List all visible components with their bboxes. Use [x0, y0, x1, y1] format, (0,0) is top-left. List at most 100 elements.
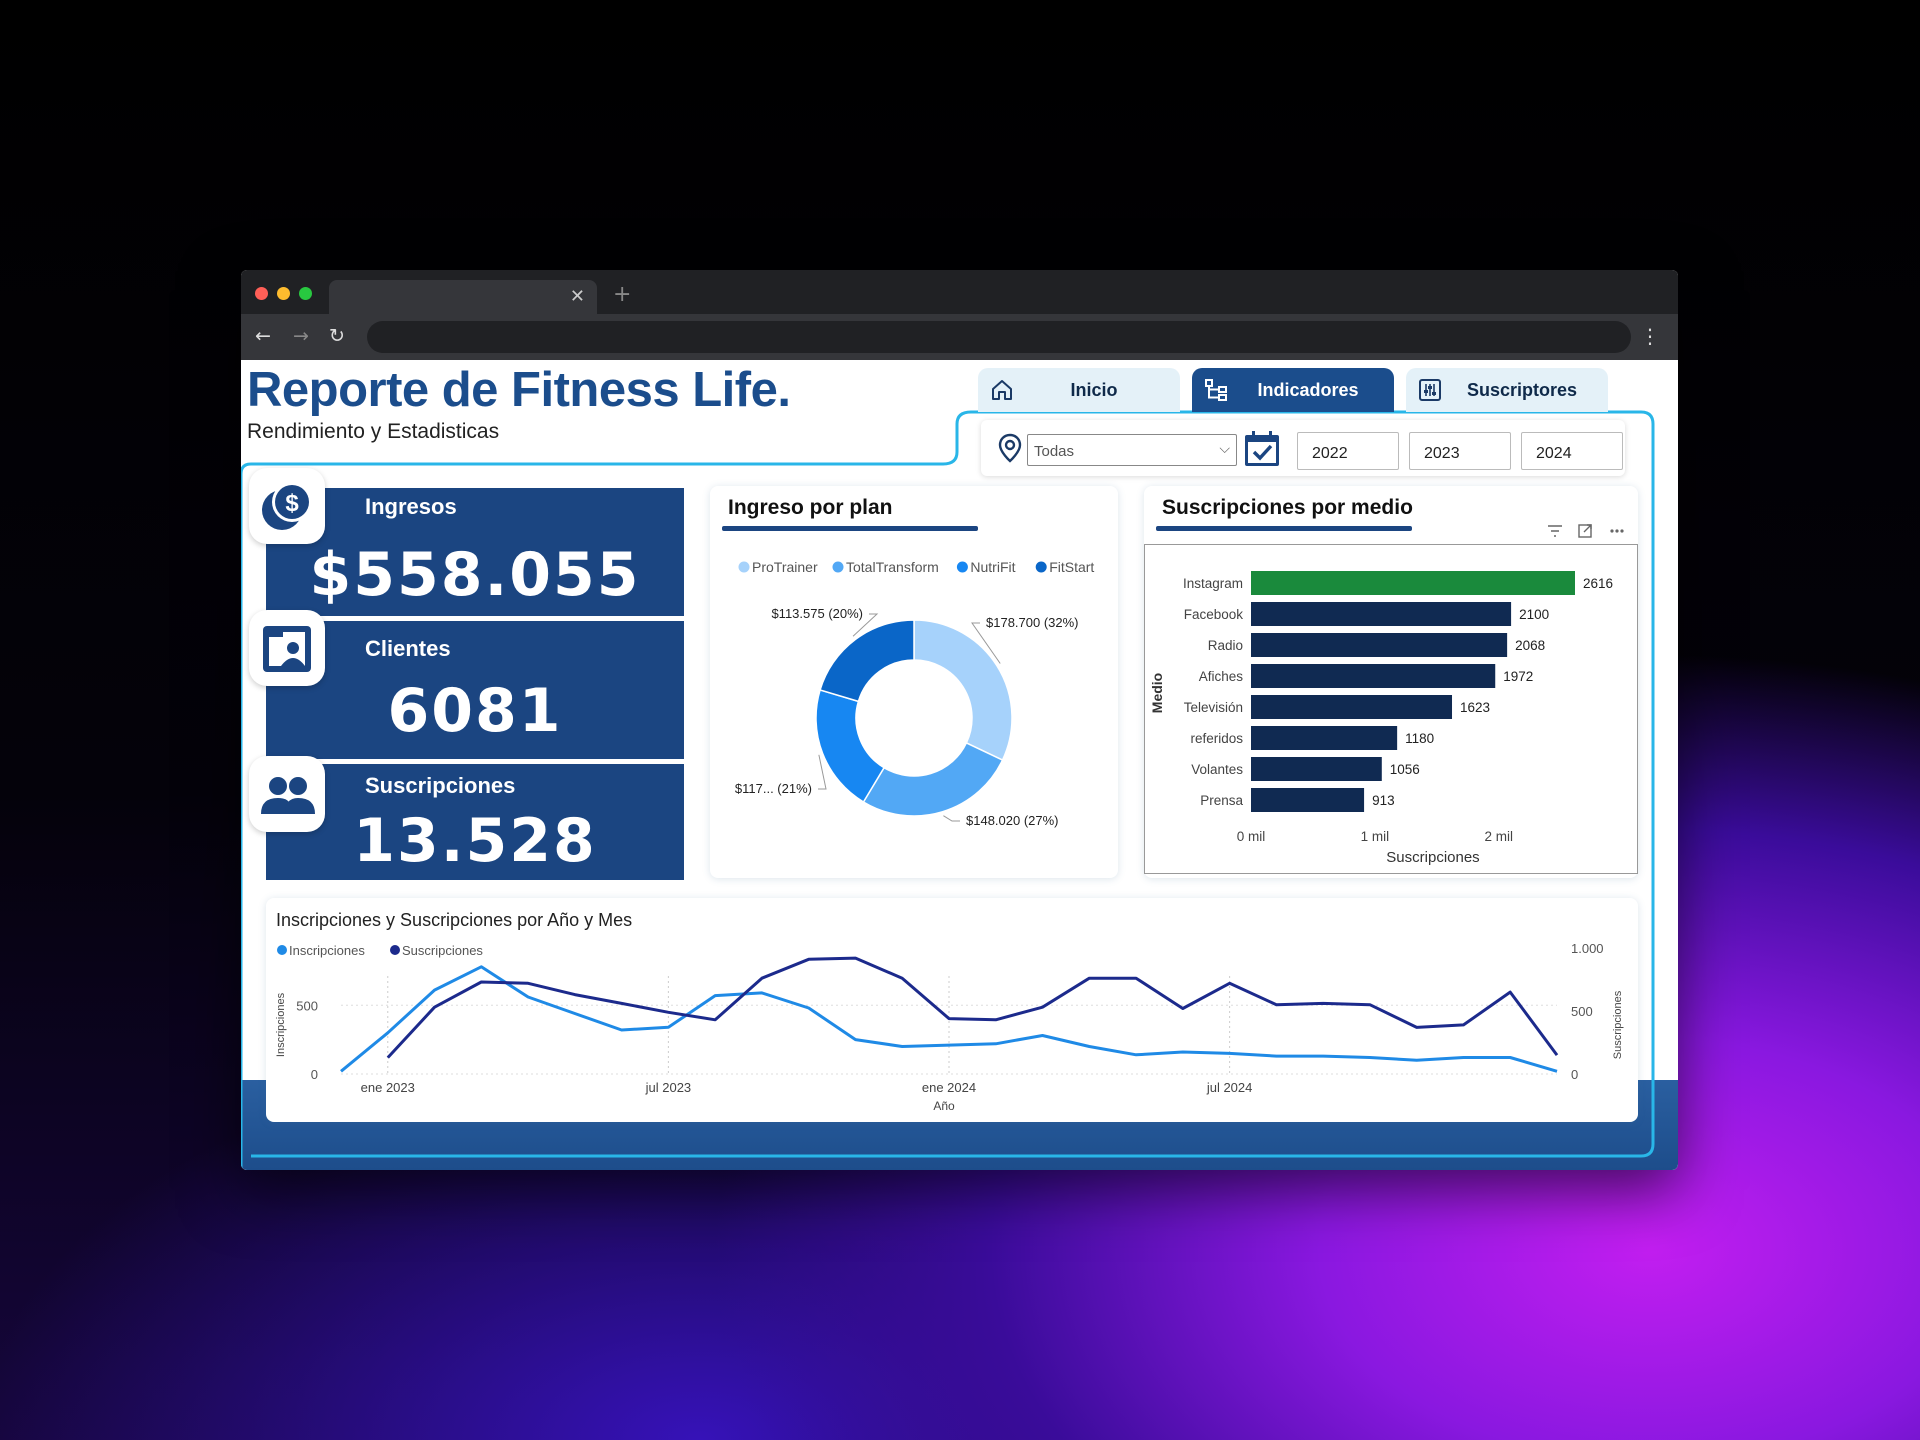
bar-value-label: 2616	[1583, 576, 1613, 591]
donut-leader-line	[852, 613, 879, 637]
line-y2-axis-title: Suscripciones	[1612, 990, 1624, 1059]
donut-leader-line	[943, 815, 960, 822]
bar-value-label: 1180	[1405, 731, 1434, 746]
kpi-clientes-title: Clientes	[365, 636, 451, 661]
legend-label: FitStart	[1049, 559, 1094, 575]
bar-category-label: Instagram	[1183, 576, 1243, 591]
legend-marker	[1035, 561, 1047, 573]
line-title: Inscripciones y Suscripciones por Año y …	[276, 910, 633, 930]
bar	[1251, 788, 1365, 812]
tab-suscriptores[interactable]: Suscriptores	[1406, 368, 1608, 412]
bar-x-tick-label: 2 mil	[1484, 829, 1513, 844]
more-options-icon[interactable]	[1610, 529, 1624, 533]
bar-chart: Instagram 2616 Facebook 2100 Radio 2068 Afiche…	[1149, 571, 1613, 866]
line-x-tick-label: jul 2024	[1206, 1080, 1253, 1095]
legend-label: Inscripciones	[289, 943, 365, 958]
bar-title-underline	[1156, 526, 1412, 531]
browser-window: ✕ + ← → ↻ ⋮ Reporte de Fitness Life. Ren…	[241, 270, 1678, 1170]
filter-icon[interactable]	[1548, 525, 1562, 537]
bar-x-axis-title: Suscripciones	[1386, 849, 1479, 866]
tab-suscriptores-label: Suscriptores	[1466, 380, 1578, 400]
donut-slice	[815, 689, 886, 803]
tab-inicio[interactable]: Inicio	[978, 368, 1180, 412]
bar-x-tick-label: 0 mil	[1237, 829, 1266, 844]
line-x-tick-label: ene 2024	[922, 1080, 976, 1095]
bar	[1251, 726, 1398, 750]
minimize-window-dot[interactable]	[277, 287, 290, 300]
bar-value-label: 1623	[1460, 700, 1490, 715]
donut-data-label: $117... (21%)	[735, 781, 812, 796]
kpi-suscripciones-title: Suscripciones	[365, 773, 516, 798]
back-icon[interactable]: ←	[255, 325, 271, 347]
bar-y-axis-title: Medio	[1149, 673, 1165, 713]
browser-menu-icon[interactable]: ⋮	[1640, 324, 1660, 348]
donut-chart: ProTrainer TotalTransform NutriFit FitStart…	[735, 559, 1095, 828]
location-dropdown[interactable]: Todas ⌵	[1027, 434, 1237, 466]
reload-icon[interactable]: ↻	[329, 325, 345, 347]
line-x-tick-label: ene 2023	[361, 1080, 415, 1095]
line-chart: Inscripciones Suscripciones 0 500 0 500 1.000 e…	[275, 941, 1624, 1113]
bar-category-label: Prensa	[1200, 793, 1243, 808]
line-x-axis-title: Año	[933, 1099, 955, 1113]
year-2023-box[interactable]: 2023	[1409, 432, 1511, 470]
bar-card: Suscripciones por medio Instagram 2616 Fac…	[1144, 486, 1638, 878]
browser-tab[interactable]: ✕	[329, 280, 597, 314]
maximize-window-dot[interactable]	[299, 287, 312, 300]
close-window-dot[interactable]	[255, 287, 268, 300]
kpi-ingresos-title: Ingresos	[365, 494, 457, 519]
donut-title-underline	[722, 526, 978, 531]
focus-mode-icon[interactable]	[1578, 524, 1592, 538]
line-x-tick-label: jul 2023	[645, 1080, 692, 1095]
close-tab-icon[interactable]: ✕	[569, 286, 585, 307]
donut-title: Ingreso por plan	[728, 496, 893, 519]
sliders-icon	[1419, 379, 1441, 401]
bar-category-label: Volantes	[1191, 762, 1243, 777]
new-tab-icon[interactable]: +	[613, 282, 632, 307]
hierarchy-icon	[1205, 379, 1227, 401]
kpi-divider	[266, 616, 684, 621]
browser-tab-strip: ✕ +	[241, 270, 1678, 314]
legend-label: NutriFit	[970, 559, 1015, 575]
donut-card: Ingreso por plan ProTrainer TotalTransfor…	[710, 486, 1118, 878]
line-y2-tick-label: 500	[1571, 1004, 1593, 1019]
year-2023-label: 2023	[1424, 445, 1460, 462]
year-2022-box[interactable]: 2022	[1297, 432, 1399, 470]
contact-card-icon	[263, 626, 311, 672]
address-bar[interactable]	[367, 321, 1631, 353]
kpi-ingresos-value: $558.055	[309, 540, 641, 610]
kpi-clientes-value: 6081	[387, 676, 563, 746]
bar-title: Suscripciones por medio	[1162, 496, 1413, 519]
year-2024-box[interactable]: 2024	[1521, 432, 1623, 470]
tab-inicio-label: Inicio	[1070, 380, 1118, 400]
bar-category-label: referidos	[1190, 731, 1243, 746]
donut-slice	[913, 619, 1013, 762]
bar-value-label: 913	[1372, 793, 1395, 808]
bar-value-label: 1056	[1390, 762, 1420, 777]
line-series-suscripciones	[386, 956, 1559, 1059]
kpi-divider	[266, 759, 684, 764]
bar-plot-area: Instagram 2616 Facebook 2100 Radio 2068 Afiche…	[1144, 544, 1638, 874]
donut-leader-line	[818, 754, 827, 790]
bar-value-label: 2100	[1519, 607, 1549, 622]
report-page: Reporte de Fitness Life. Rendimiento y E…	[241, 360, 1678, 1170]
donut-data-label: $148.020 (27%)	[966, 813, 1059, 828]
bar-category-label: Radio	[1208, 638, 1243, 653]
browser-toolbar: ← → ↻ ⋮	[241, 314, 1678, 360]
legend-marker	[738, 561, 750, 573]
donut-data-label: $113.575 (20%)	[771, 606, 863, 621]
bar	[1251, 571, 1575, 595]
forward-icon[interactable]: →	[293, 325, 309, 347]
year-2024-label: 2024	[1536, 445, 1572, 462]
kpi-panel: Ingresos $558.055 Clientes 6081 Suscripc…	[266, 488, 684, 880]
kpi-suscripciones-icon-tile	[249, 756, 325, 832]
donut-slice	[862, 741, 1004, 817]
legend-label: TotalTransform	[846, 559, 939, 575]
legend-label: Suscripciones	[402, 943, 483, 958]
line-y-axis-title: Inscripciones	[275, 992, 287, 1057]
svg-text:$: $	[285, 490, 299, 517]
bar-x-tick-label: 1 mil	[1361, 829, 1390, 844]
tab-indicadores[interactable]: Indicadores	[1192, 368, 1394, 412]
bar	[1251, 695, 1453, 719]
line-series-inscripciones	[340, 965, 1558, 1073]
kpi-ingresos-icon-tile: $	[249, 468, 325, 544]
